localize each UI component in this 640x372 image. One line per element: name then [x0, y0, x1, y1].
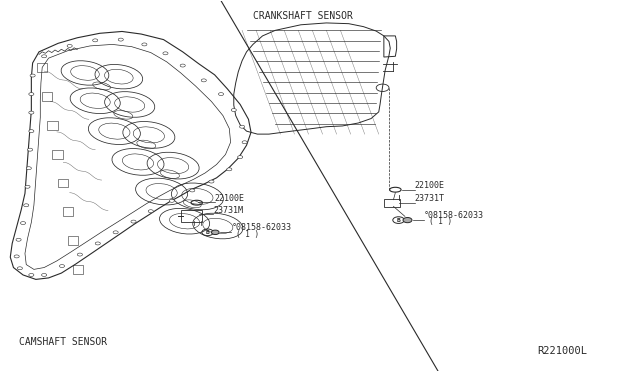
Text: °08158-62033: °08158-62033 — [232, 223, 292, 232]
Bar — [63, 208, 73, 217]
Circle shape — [148, 210, 154, 213]
Text: 23731T: 23731T — [415, 194, 445, 203]
Circle shape — [131, 220, 136, 223]
Circle shape — [29, 273, 34, 276]
Circle shape — [209, 180, 214, 183]
Bar — [47, 121, 58, 130]
Circle shape — [189, 189, 195, 192]
Circle shape — [16, 238, 21, 241]
Circle shape — [218, 93, 223, 96]
Circle shape — [24, 204, 29, 207]
Text: 22100E: 22100E — [214, 194, 244, 203]
Circle shape — [77, 253, 83, 256]
Text: R221000L: R221000L — [537, 346, 587, 356]
Text: ( 1 ): ( 1 ) — [429, 217, 452, 226]
Circle shape — [95, 242, 100, 245]
Circle shape — [239, 125, 244, 128]
Circle shape — [403, 218, 412, 223]
Circle shape — [231, 109, 236, 112]
Circle shape — [20, 222, 26, 225]
Circle shape — [180, 64, 185, 67]
Circle shape — [237, 155, 243, 158]
Text: CRANKSHAFT SENSOR: CRANKSHAFT SENSOR — [253, 11, 353, 21]
Text: 22100E: 22100E — [415, 181, 445, 190]
Bar — [37, 63, 47, 72]
Circle shape — [201, 79, 206, 82]
Circle shape — [163, 52, 168, 55]
Circle shape — [93, 39, 98, 42]
Text: ( 1 ): ( 1 ) — [236, 230, 259, 239]
Circle shape — [67, 44, 72, 47]
Text: B: B — [205, 230, 209, 235]
Circle shape — [25, 185, 30, 188]
Text: CAMSHAFT SENSOR: CAMSHAFT SENSOR — [19, 337, 107, 347]
Bar — [52, 150, 63, 158]
Bar — [42, 92, 52, 101]
Circle shape — [29, 93, 34, 96]
Circle shape — [118, 38, 124, 41]
Circle shape — [17, 267, 22, 270]
Circle shape — [26, 167, 31, 170]
Circle shape — [142, 43, 147, 46]
Circle shape — [29, 111, 34, 114]
Circle shape — [14, 255, 19, 258]
Circle shape — [170, 199, 174, 202]
Circle shape — [28, 148, 33, 151]
Circle shape — [211, 230, 219, 235]
Circle shape — [29, 130, 34, 133]
Circle shape — [242, 141, 247, 144]
Text: 23731M: 23731M — [213, 206, 243, 215]
Circle shape — [42, 273, 47, 276]
Bar — [58, 179, 68, 187]
Circle shape — [42, 55, 47, 58]
Circle shape — [227, 168, 232, 171]
Circle shape — [113, 231, 118, 234]
Bar — [73, 265, 83, 274]
Text: B: B — [397, 218, 401, 222]
Circle shape — [60, 264, 65, 267]
Bar — [68, 236, 78, 245]
Text: °08158-62033: °08158-62033 — [424, 211, 484, 220]
Circle shape — [30, 74, 35, 77]
